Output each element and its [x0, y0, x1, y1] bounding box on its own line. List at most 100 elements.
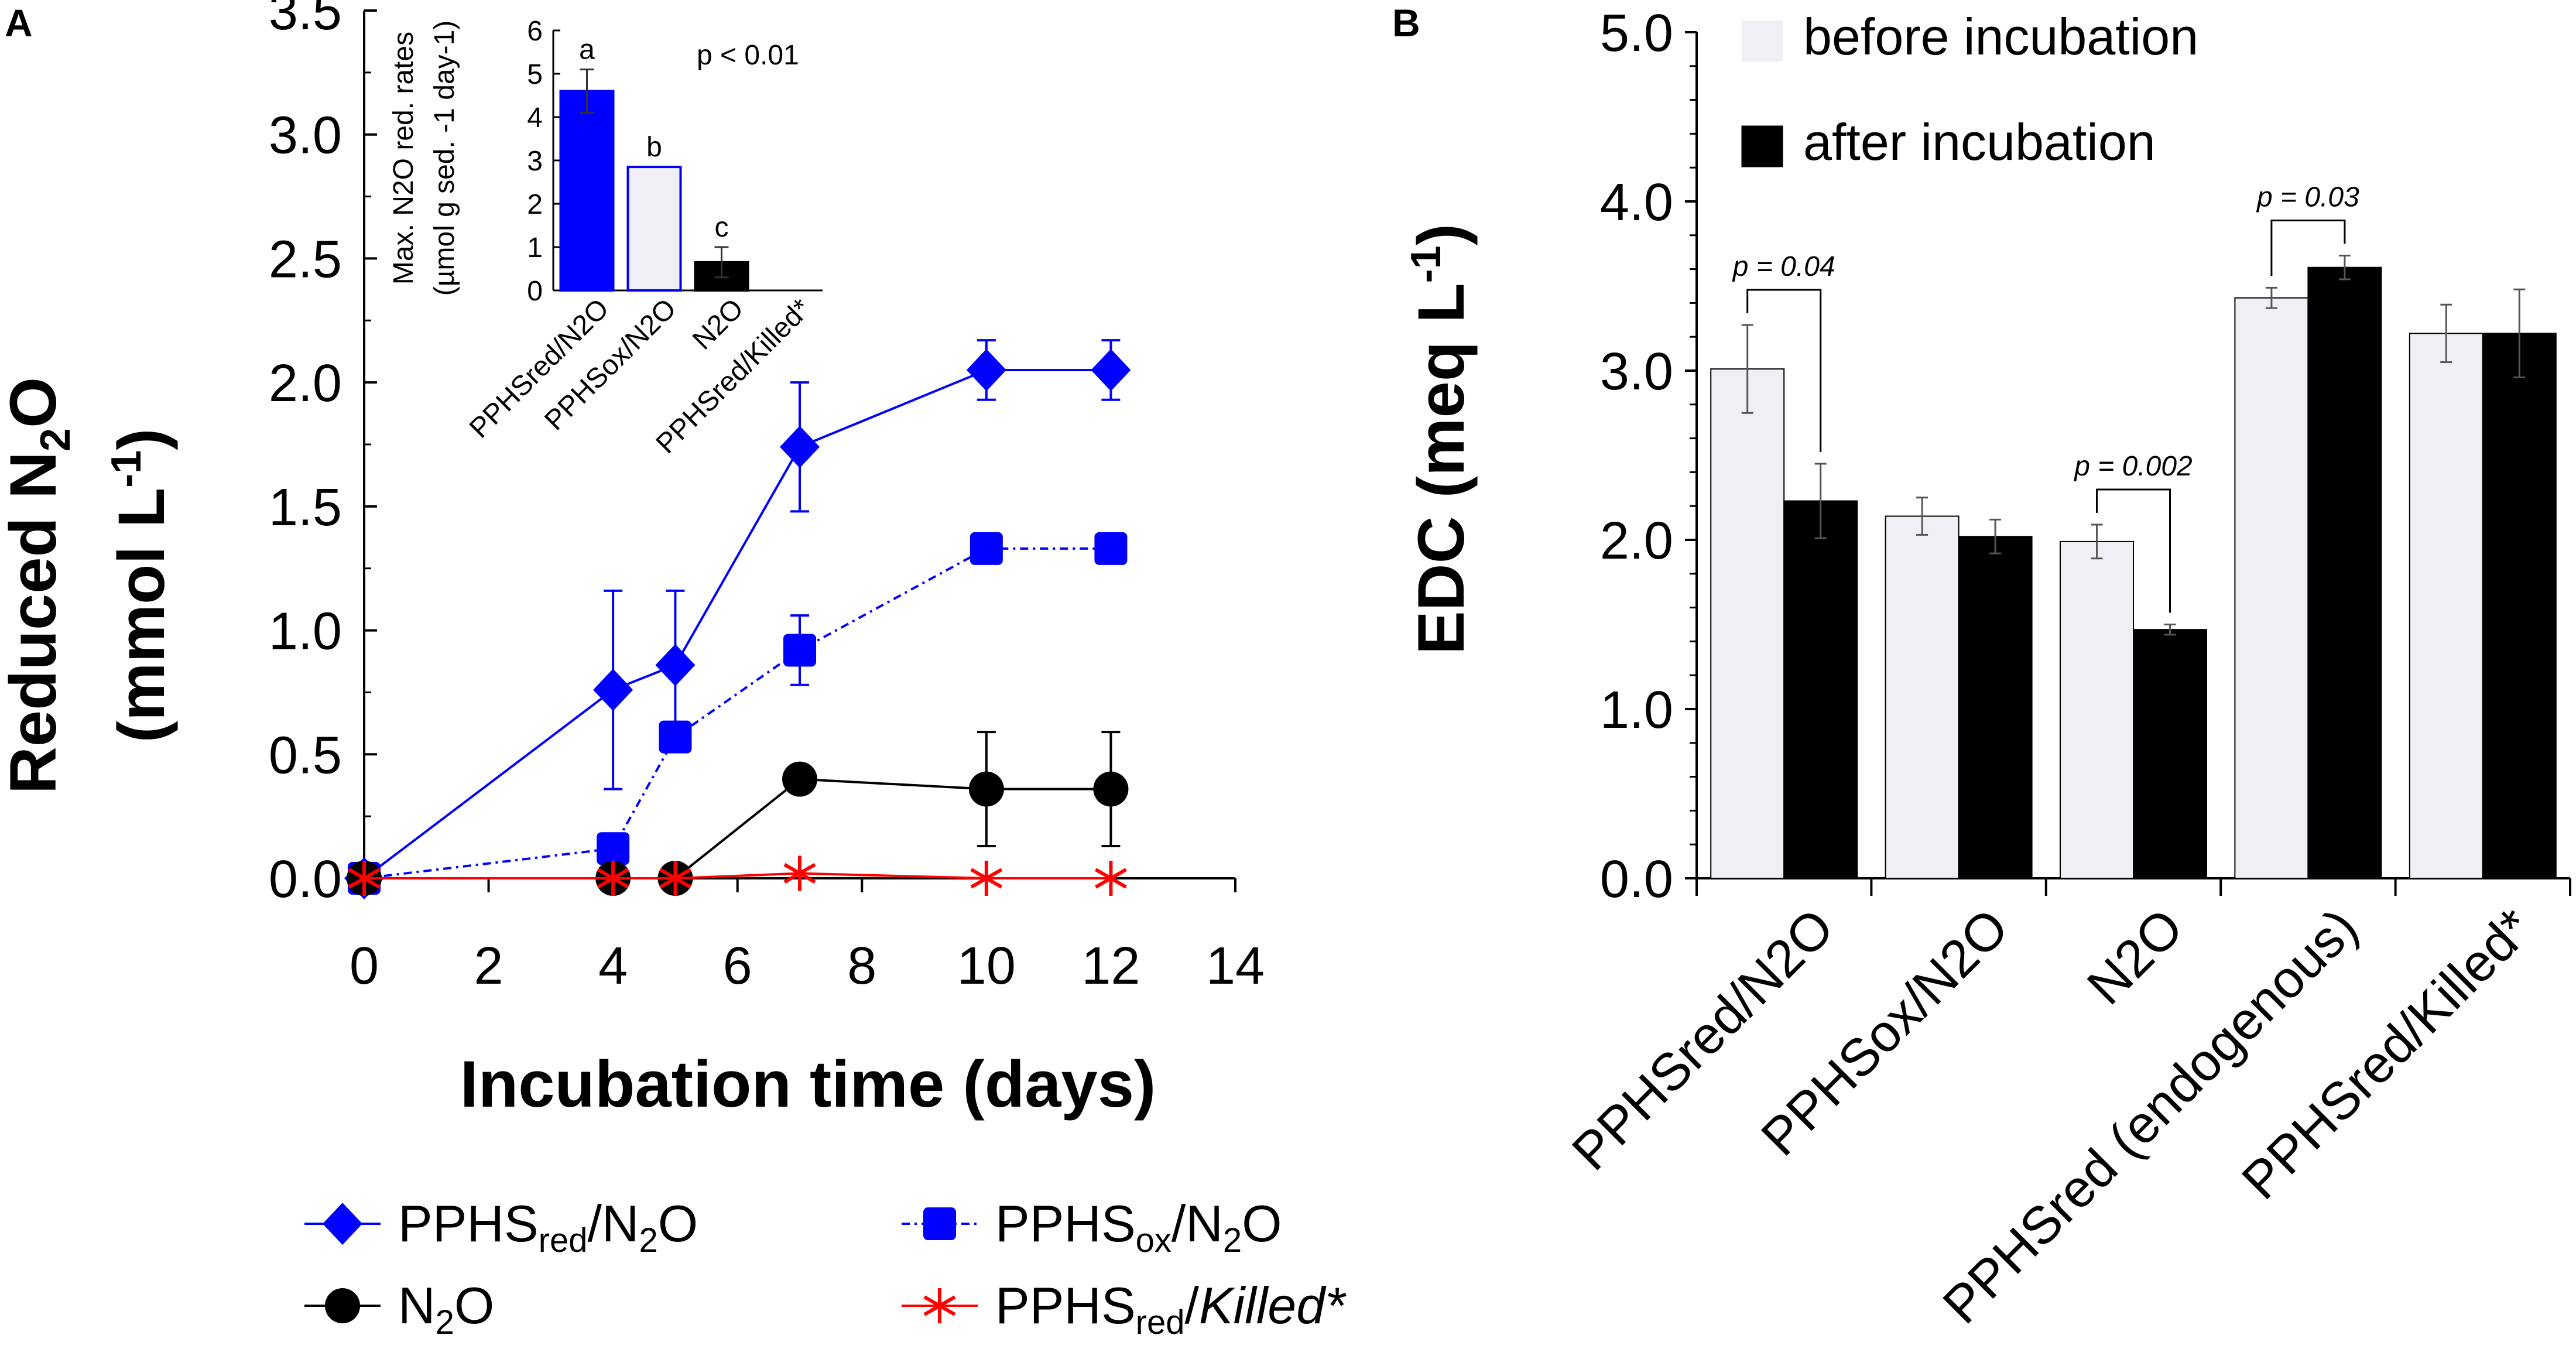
inset-p-value: p < 0.01: [697, 40, 799, 71]
significance-p-value: p = 0.03: [2256, 182, 2359, 213]
square-marker: [597, 832, 630, 865]
panel-b-legend: before incubation after incubation: [1741, 8, 2198, 171]
diamond-marker: [655, 644, 696, 686]
inset-ylabel-line2: (µmol g sed. -1 day-1): [429, 20, 460, 296]
circle-marker: [1093, 771, 1129, 807]
significance-p-value: p = 0.04: [1732, 251, 1835, 282]
edc-bar-after: [2307, 266, 2382, 879]
series-PPHSred/N2O: [344, 339, 1131, 899]
edc-bar-after: [1783, 500, 1858, 879]
y-tick-label: 1.5: [269, 478, 342, 537]
inset-ylabel-line1: Max. N2O red. rates: [388, 32, 419, 285]
legend-entry: PPHSox/N2O: [902, 1194, 1282, 1259]
panel-a-label: A: [5, 1, 33, 45]
b-y-tick-label: 0.0: [1600, 850, 1673, 909]
inset-y-tick-label: 5: [527, 59, 543, 90]
square-marker: [923, 1207, 956, 1240]
inset-significance-letter: a: [579, 35, 595, 66]
square-marker: [783, 634, 816, 667]
series-N2O: [347, 731, 1129, 896]
circle-marker: [968, 771, 1004, 807]
asterisk-marker: [970, 861, 1003, 896]
inset-y-tick-label: 3: [527, 146, 543, 177]
square-marker: [1094, 532, 1128, 565]
significance-bracket: [2096, 488, 2171, 613]
legend-label: PPHSox/N2O: [995, 1194, 1282, 1259]
circle-marker: [325, 1288, 360, 1323]
series-line: [364, 872, 1111, 879]
x-tick-label: 6: [723, 937, 752, 995]
x-tick-label: 2: [474, 937, 503, 995]
diamond-marker: [966, 348, 1006, 391]
b-y-tick-label: 5.0: [1600, 4, 1673, 63]
edc-bar-after: [1958, 536, 2033, 879]
asterisk-marker: [659, 861, 691, 896]
panel-b-label: B: [1392, 1, 1420, 45]
significance-bracket: [1746, 289, 1822, 452]
diamond-marker: [780, 426, 820, 468]
legend-label: after incubation: [1803, 113, 2156, 171]
b-y-tick-label: 2.0: [1600, 512, 1673, 570]
y-tick-label: 2.5: [269, 230, 342, 289]
panel-a-series: [344, 339, 1131, 899]
legend-label: PPHSred/N2O: [398, 1194, 698, 1259]
inset-bar: [559, 90, 615, 292]
inset-significance-letter: c: [715, 212, 729, 243]
edc-bar-after: [2482, 333, 2557, 879]
legend-label: PPHSred/Killed*: [995, 1276, 1347, 1341]
inset-y-tick-label: 1: [527, 232, 543, 263]
asterisk-marker: [1094, 861, 1127, 896]
y-tick-label: 3.0: [269, 107, 342, 165]
diamond-marker: [593, 669, 633, 711]
inset-y-tick-label: 0: [527, 276, 543, 307]
legend-entry: PPHSred/N2O: [304, 1194, 698, 1259]
inset-y-tick-label: 6: [527, 16, 543, 47]
legend-entry: PPHSred/Killed*: [902, 1276, 1347, 1341]
b-y-tick-label: 4.0: [1600, 173, 1673, 232]
panel-a-ticks: 0.00.51.01.52.02.53.03.50 2 4 6 8 10 12 14: [269, 0, 1265, 995]
circle-marker: [782, 761, 817, 797]
inset-bar: [626, 166, 682, 292]
y-tick-label: 1.0: [269, 603, 342, 661]
asterisk-marker: [597, 861, 629, 896]
legend-label: before incubation: [1803, 8, 2198, 66]
inset-category-label: N2O: [687, 293, 749, 355]
legend-swatch-after: [1741, 125, 1783, 167]
b-y-tick-label: 3.0: [1600, 343, 1673, 401]
x-tick-label: 14: [1206, 937, 1265, 995]
legend-swatch-before: [1742, 20, 1783, 61]
edc-bar-after: [2133, 629, 2207, 879]
edc-bar-before: [1885, 515, 1960, 879]
inset-significance-letter: b: [646, 132, 662, 163]
y-tick-label: 0.0: [269, 850, 342, 909]
asterisk-marker: [783, 855, 816, 891]
series-line: [363, 368, 1111, 879]
x-tick-label: 0: [350, 937, 379, 995]
edc-bar-before: [1710, 368, 1785, 879]
asterisk-marker: [923, 1288, 956, 1323]
b-y-tick-label: 1.0: [1600, 681, 1673, 740]
y-tick-label: 0.5: [269, 726, 342, 785]
x-tick-label: 10: [957, 937, 1016, 995]
panel-b-bars: p = 0.04 p = 0.002 p = 0.03 before incubati…: [1710, 8, 2557, 879]
panel-b-ylabel: EDC (meq L-1): [1403, 224, 1478, 655]
x-tick-label: 8: [847, 937, 876, 995]
x-tick-label: 4: [598, 937, 628, 995]
legend-label: N2O: [398, 1276, 494, 1341]
diamond-marker: [323, 1203, 362, 1245]
significance-p-value: p = 0.002: [2073, 451, 2193, 482]
b-category-label: N2O: [2077, 898, 2195, 1016]
series-PPHSox/N2O: [348, 532, 1128, 895]
edc-bar-before: [2060, 540, 2134, 879]
panel-a-xlabel: Incubation time (days): [460, 1048, 1156, 1121]
panel-a-legend: PPHSred/N2O PPHSox/N2O N2O PPHSred/Killed*: [304, 1194, 1347, 1341]
square-marker: [659, 720, 692, 754]
significance-bracket: [2270, 219, 2346, 276]
inset-bar-chart: 0123456aPPHSred/N2ObPPHSox/N2OcN2OPPHSre…: [464, 16, 823, 460]
y-tick-label: 3.5: [269, 0, 342, 41]
edc-bar-before: [2409, 333, 2483, 879]
series-line: [364, 547, 1111, 879]
b-category-label: PPHSred/Killed*: [2231, 898, 2544, 1210]
diamond-marker: [1091, 348, 1131, 391]
